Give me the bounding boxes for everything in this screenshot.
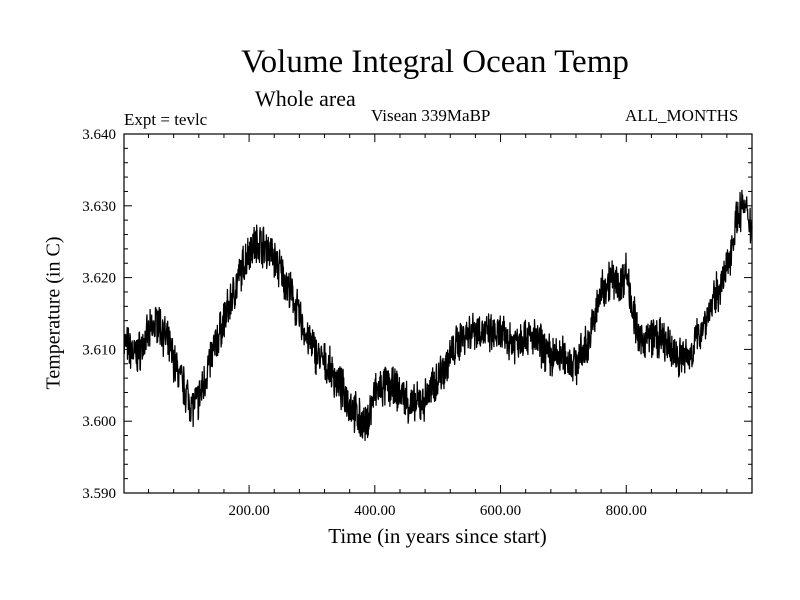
y-tick-label: 3.640 (82, 127, 116, 143)
x-tick-label: 600.00 (480, 503, 521, 519)
series-layer (123, 189, 753, 442)
y-tick-label: 3.620 (82, 271, 116, 287)
plot-frame (123, 133, 753, 494)
y-tick-label: 3.610 (82, 342, 116, 358)
experiment-label: Expt = tevlc (124, 110, 208, 129)
x-tick-label: 200.00 (228, 503, 269, 519)
temperature-series-line (123, 189, 753, 442)
period-label: Visean 339MaBP (371, 106, 491, 125)
plot-frame-layer (123, 133, 753, 494)
y-tick-label: 3.600 (82, 414, 116, 430)
x-tick-label: 400.00 (354, 503, 395, 519)
y-tick-label: 3.590 (82, 486, 116, 502)
y-axis-label: Temperature (in C) (42, 236, 65, 390)
x-tick-label: 800.00 (606, 503, 647, 519)
months-label: ALL_MONTHS (625, 106, 739, 125)
tick-layer: 200.00 400.00 600.00 800.00 3.590 3.600 3.610 3… (82, 127, 752, 519)
chart-title: Volume Integral Ocean Temp (241, 44, 629, 80)
y-tick-label: 3.630 (82, 199, 116, 215)
chart-subtitle: Whole area (255, 86, 356, 111)
x-axis-label: Time (in years since start) (328, 524, 547, 548)
